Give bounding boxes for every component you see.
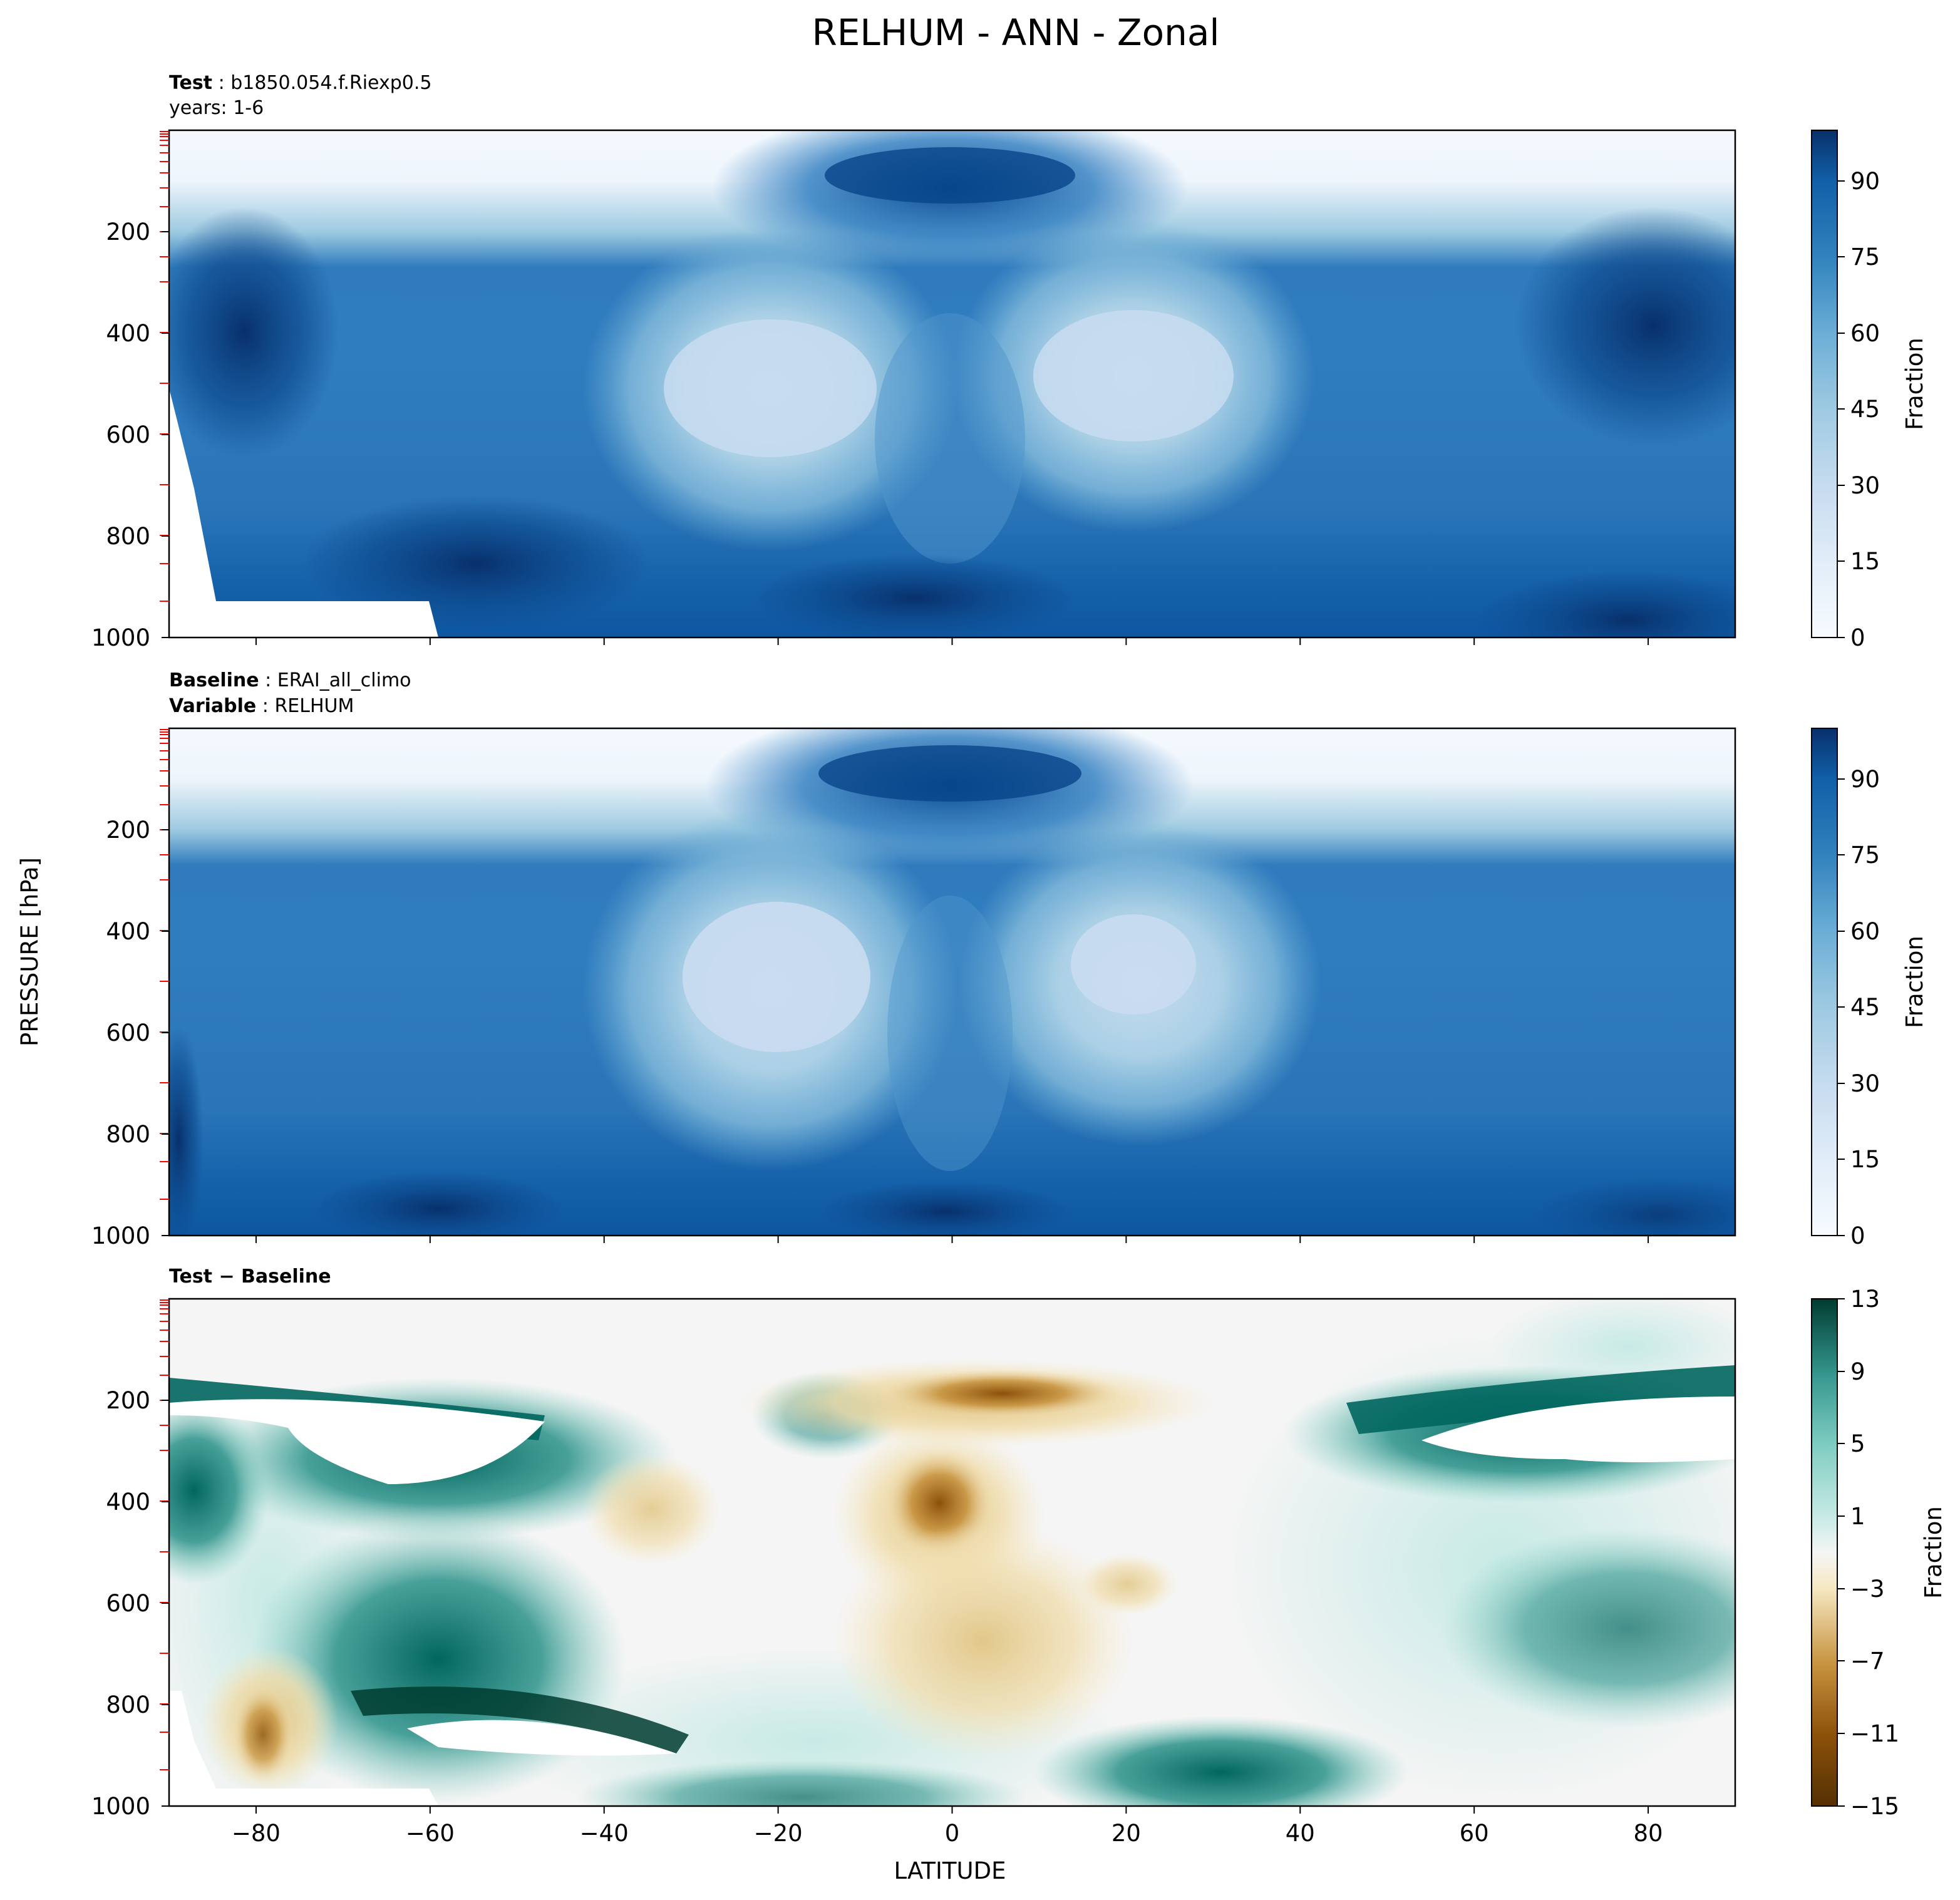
panel-baseline-colorbar-ticks: 0 15 30 45 60 75 90 [1837, 766, 1880, 1249]
panel-baseline-ytick-200: 200 [106, 817, 150, 844]
panel-baseline-ytick-800: 800 [106, 1121, 150, 1148]
panel-test-ytick-1000: 1000 [91, 624, 150, 651]
panel-baseline-x-tick-marks [255, 1236, 1649, 1243]
panel-baseline-level-ticks [160, 729, 169, 1200]
cb3-tick-minus7: −7 [1850, 1648, 1885, 1675]
cb1-tick-90: 90 [1850, 168, 1880, 195]
panel-test-level-ticks [160, 131, 169, 602]
cb2-tick-75: 75 [1850, 842, 1880, 869]
panel-baseline-variable-colon: : [256, 695, 274, 717]
panel-test-colorbar [1811, 130, 1838, 638]
panel-difference: Test − Baseline [91, 1266, 1947, 1847]
panel-test-ytick-400: 400 [106, 320, 150, 347]
x-tick-label: 60 [1460, 1820, 1489, 1847]
panel-test-contour-field [169, 130, 1735, 638]
x-tick-label: −40 [580, 1820, 629, 1847]
cb2-tick-15: 15 [1850, 1146, 1880, 1173]
x-tick-label: 80 [1634, 1820, 1663, 1847]
x-axis-label: LATITUDE [894, 1857, 1006, 1884]
panel-difference-ytick-600: 600 [106, 1590, 150, 1617]
panel-test-ytick-800: 800 [106, 523, 150, 550]
cb3-tick-minus11: −11 [1850, 1720, 1899, 1747]
panel-difference-ytick-200: 200 [106, 1387, 150, 1414]
panel-test-colon: : [212, 72, 230, 94]
cb3-tick-9: 9 [1850, 1358, 1865, 1385]
panel-difference-subtitle: Test − Baseline [169, 1266, 331, 1288]
cb3-tick-13: 13 [1850, 1286, 1880, 1313]
panel-difference-ytick-800: 800 [106, 1691, 150, 1718]
panel-test-subtitle-bold: Test [169, 72, 212, 94]
panel-difference-colorbar [1811, 1298, 1838, 1807]
cb3-tick-minus15: −15 [1850, 1793, 1899, 1820]
x-tick-label: −60 [406, 1820, 455, 1847]
panel-test-y-ticks: 200 400 600 800 1000 [91, 219, 169, 651]
x-tick-label: 20 [1112, 1820, 1141, 1847]
panel-test: Test : b1850.054.f.Riexp0.5 years: 1-6 [91, 72, 1928, 651]
panel-difference-colorbar-label: Fraction [1920, 1506, 1947, 1599]
panel-baseline-ytick-400: 400 [106, 918, 150, 945]
x-tick-label: −80 [232, 1820, 281, 1847]
x-tick-label: 40 [1286, 1820, 1315, 1847]
panel-baseline-variable: Variable : RELHUM [169, 695, 354, 717]
cb2-tick-90: 90 [1850, 766, 1880, 793]
panel-test-ytick-200: 200 [106, 219, 150, 245]
panel-baseline-subtitle-bold: Baseline [169, 669, 259, 691]
cb1-tick-45: 45 [1850, 396, 1880, 423]
x-tick-label: −20 [754, 1820, 803, 1847]
cb1-tick-30: 30 [1850, 472, 1880, 499]
panel-test-colorbar-ticks: 0 15 30 45 60 75 90 [1837, 168, 1880, 651]
cb2-tick-60: 60 [1850, 918, 1880, 945]
figure-title: RELHUM - ANN - Zonal [812, 11, 1219, 54]
panel-test-ytick-600: 600 [106, 421, 150, 448]
panel-baseline-ytick-600: 600 [106, 1020, 150, 1046]
panel-baseline-ytick-1000: 1000 [91, 1222, 150, 1249]
panel-test-colorbar-label: Fraction [1901, 338, 1928, 430]
panel-test-case-name: b1850.054.f.Riexp0.5 [230, 72, 431, 94]
cb3-tick-1: 1 [1850, 1503, 1865, 1530]
panel-difference-x-tick-marks: −80 −60 −40 −20 0 20 40 60 80 [232, 1806, 1663, 1847]
cb3-tick-minus3: −3 [1850, 1576, 1885, 1603]
panel-baseline-case-name: ERAI_all_climo [277, 669, 411, 691]
panel-difference-level-ticks [160, 1299, 169, 1770]
panel-baseline-colorbar [1811, 728, 1838, 1236]
panel-baseline-y-ticks: 200 400 600 800 1000 [91, 817, 169, 1249]
panel-baseline-colon: : [259, 669, 277, 691]
panel-difference-colorbar-ticks: 13 9 5 1 −3 −7 −11 −15 [1837, 1286, 1899, 1820]
panel-baseline-colorbar-label: Fraction [1901, 936, 1928, 1028]
panel-baseline-contour-field [169, 728, 1735, 1236]
cb1-tick-0: 0 [1850, 624, 1865, 651]
panel-baseline-variable-name: RELHUM [274, 695, 354, 717]
panel-baseline: Baseline : ERAI_all_climo Variable : REL… [91, 669, 1928, 1249]
cb2-tick-45: 45 [1850, 994, 1880, 1021]
y-axis-label: PRESSURE [hPa] [16, 857, 43, 1046]
cb2-tick-30: 30 [1850, 1070, 1880, 1097]
cb3-tick-5: 5 [1850, 1430, 1865, 1457]
panel-test-years: years: 1-6 [169, 97, 264, 119]
cb2-tick-0: 0 [1850, 1222, 1865, 1249]
cb1-tick-15: 15 [1850, 548, 1880, 575]
cb1-tick-60: 60 [1850, 320, 1880, 347]
panel-difference-ytick-1000: 1000 [91, 1793, 150, 1820]
panel-test-subtitle: Test : b1850.054.f.Riexp0.5 [169, 72, 431, 94]
panel-test-x-tick-marks [255, 638, 1649, 645]
x-tick-label: 0 [945, 1820, 960, 1847]
cb1-tick-75: 75 [1850, 244, 1880, 271]
panel-difference-contour-field [169, 1299, 1735, 1806]
panel-baseline-variable-bold: Variable [169, 695, 256, 717]
panel-baseline-subtitle: Baseline : ERAI_all_climo [169, 669, 411, 691]
panel-difference-y-ticks: 200 400 600 800 1000 [91, 1387, 169, 1820]
panel-difference-ytick-400: 400 [106, 1489, 150, 1515]
